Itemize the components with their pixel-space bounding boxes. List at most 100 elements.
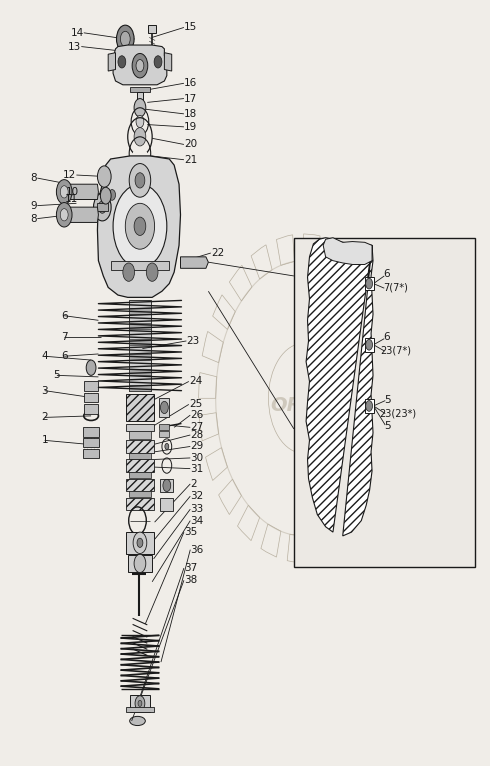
Bar (130, 695, 150, 712)
Circle shape (147, 263, 158, 281)
Circle shape (135, 696, 145, 711)
Text: 6: 6 (383, 270, 390, 280)
Circle shape (136, 60, 144, 72)
Circle shape (135, 172, 145, 188)
Circle shape (56, 202, 72, 227)
Bar (126, 394, 154, 421)
Text: 6: 6 (383, 332, 390, 342)
Text: 17: 17 (184, 93, 197, 103)
Circle shape (98, 201, 106, 213)
Text: 30: 30 (190, 453, 203, 463)
Circle shape (366, 401, 372, 411)
Circle shape (154, 56, 162, 68)
Circle shape (86, 360, 96, 375)
Circle shape (109, 189, 116, 200)
Bar (83, 438, 99, 447)
Text: 29: 29 (190, 441, 203, 451)
Bar (128, 555, 152, 572)
Text: 5: 5 (384, 421, 391, 430)
Text: 26: 26 (190, 410, 203, 420)
Bar (84, 404, 98, 414)
Text: 24: 24 (189, 376, 202, 387)
Bar (148, 25, 156, 33)
Polygon shape (98, 156, 180, 297)
Text: 23: 23 (186, 336, 199, 346)
Bar (83, 427, 99, 437)
Text: 19: 19 (184, 122, 197, 132)
Bar (129, 385, 151, 391)
Circle shape (134, 217, 146, 235)
Text: 23(23*): 23(23*) (379, 408, 416, 418)
Bar (126, 424, 154, 431)
Text: 11: 11 (65, 195, 78, 205)
Circle shape (136, 116, 144, 128)
Circle shape (60, 185, 68, 198)
Text: 22: 22 (211, 248, 224, 258)
Bar (129, 354, 151, 360)
Text: 23(7*): 23(7*) (380, 346, 411, 356)
Text: 20: 20 (184, 139, 197, 149)
Text: 8: 8 (31, 173, 37, 183)
Text: 16: 16 (184, 78, 197, 88)
Text: 33: 33 (190, 504, 203, 514)
Bar (137, 92, 144, 106)
Text: 1: 1 (41, 435, 48, 445)
Ellipse shape (130, 716, 146, 725)
Circle shape (160, 401, 168, 414)
Text: ORDEX: ORDEX (270, 397, 346, 415)
Bar (111, 260, 169, 270)
Circle shape (163, 480, 171, 492)
Bar (97, 203, 108, 211)
Text: 6: 6 (61, 311, 68, 321)
Bar (126, 440, 154, 453)
Bar (129, 308, 151, 314)
Text: 3: 3 (41, 385, 48, 396)
Circle shape (94, 193, 111, 221)
Text: 35: 35 (184, 527, 197, 537)
Text: 36: 36 (190, 545, 203, 555)
Text: 12: 12 (63, 170, 76, 180)
Circle shape (117, 25, 134, 53)
Bar (159, 431, 169, 437)
Bar (133, 152, 147, 157)
Circle shape (113, 184, 167, 268)
Bar (83, 449, 99, 458)
Bar (129, 491, 151, 497)
Circle shape (138, 700, 142, 706)
Circle shape (366, 278, 372, 289)
Bar (129, 323, 151, 329)
Polygon shape (306, 237, 373, 536)
Text: 28: 28 (190, 430, 203, 440)
Bar (129, 472, 151, 478)
Bar (365, 399, 373, 413)
Bar (365, 338, 373, 352)
Text: 8: 8 (31, 214, 37, 224)
Circle shape (366, 339, 372, 350)
Circle shape (133, 532, 147, 554)
Text: 4: 4 (41, 352, 48, 362)
Bar (84, 393, 98, 402)
Text: 7: 7 (61, 332, 68, 342)
Bar (84, 381, 98, 391)
Bar (126, 479, 154, 491)
Bar (126, 532, 154, 554)
Text: 9: 9 (31, 201, 37, 211)
Text: 31: 31 (190, 463, 203, 473)
Polygon shape (180, 257, 208, 268)
Bar (160, 479, 173, 493)
Bar (126, 498, 154, 510)
Bar (126, 460, 154, 472)
Text: 2: 2 (190, 479, 197, 489)
Circle shape (125, 203, 155, 249)
Text: 37: 37 (184, 563, 197, 573)
Text: 5: 5 (53, 370, 60, 381)
Bar (129, 431, 151, 439)
Text: 10: 10 (66, 187, 79, 197)
Bar (160, 498, 173, 512)
Polygon shape (113, 45, 167, 85)
Bar (123, 518, 147, 524)
Bar (130, 87, 150, 92)
Polygon shape (164, 53, 171, 71)
Bar (129, 339, 151, 345)
Circle shape (134, 128, 146, 146)
